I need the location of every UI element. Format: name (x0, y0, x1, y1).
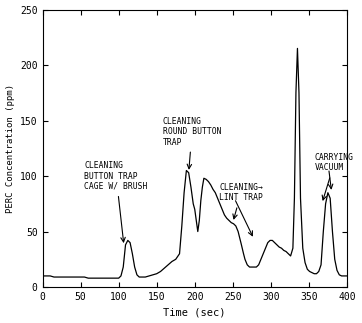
X-axis label: Time (sec): Time (sec) (164, 307, 226, 318)
Text: CARRYING
VACUUM: CARRYING VACUUM (315, 153, 354, 200)
Text: CLEANING
BUTTON TRAP
CAGE W/ BRUSH: CLEANING BUTTON TRAP CAGE W/ BRUSH (84, 161, 148, 242)
Y-axis label: PERC Concentration (ppm): PERC Concentration (ppm) (5, 84, 14, 213)
Text: CLEANING→
LINT TRAP: CLEANING→ LINT TRAP (219, 183, 263, 219)
Text: CLEANING
ROUND BUTTON
TRAP: CLEANING ROUND BUTTON TRAP (163, 117, 221, 169)
